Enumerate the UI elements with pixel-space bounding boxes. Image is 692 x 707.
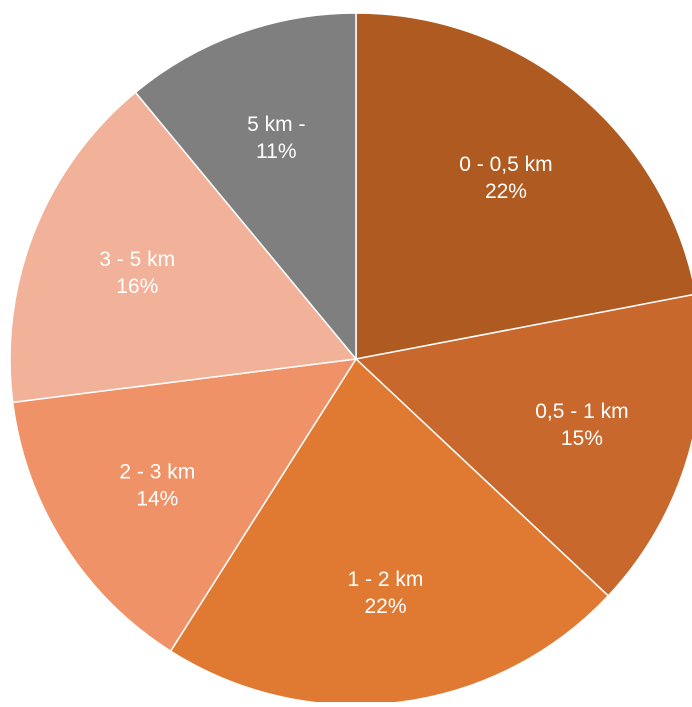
pie-labels: 0 - 0,5 km 22% 0,5 - 1 km 15% 1 - 2 km 22% 2 -… bbox=[99, 113, 628, 618]
slice-label-2: 0,5 - 1 km 15% bbox=[535, 400, 628, 450]
slice-category-label: 3 - 5 km bbox=[99, 248, 175, 271]
slice-category-label: 2 - 3 km bbox=[119, 461, 195, 484]
pie-slices bbox=[9, 12, 692, 706]
slice-category-label: 0 - 0,5 km bbox=[459, 153, 552, 176]
slice-label-6: 5 km - 11% bbox=[247, 113, 305, 163]
slice-percent-label: 22% bbox=[485, 180, 527, 203]
pie-slice-1 bbox=[355, 12, 692, 360]
pie-slice-6 bbox=[134, 12, 357, 360]
slice-percent-label: 22% bbox=[364, 595, 406, 618]
slice-percent-label: 11% bbox=[256, 140, 296, 163]
slice-label-1: 0 - 0,5 km 22% bbox=[459, 153, 552, 203]
slice-percent-label: 15% bbox=[561, 427, 603, 450]
slice-category-label: 5 km - bbox=[247, 113, 305, 136]
slice-percent-label: 14% bbox=[136, 488, 178, 511]
pie-slice-5 bbox=[9, 91, 357, 404]
slice-label-3: 1 - 2 km 22% bbox=[348, 568, 424, 618]
pie-slice-2 bbox=[355, 294, 692, 597]
pie-slice-4 bbox=[11, 358, 357, 652]
slice-category-label: 0,5 - 1 km bbox=[535, 400, 628, 423]
slice-category-label: 1 - 2 km bbox=[348, 568, 424, 591]
slice-label-5: 3 - 5 km 16% bbox=[99, 248, 175, 298]
slice-percent-label: 16% bbox=[116, 275, 158, 298]
slice-label-4: 2 - 3 km 14% bbox=[119, 461, 195, 511]
